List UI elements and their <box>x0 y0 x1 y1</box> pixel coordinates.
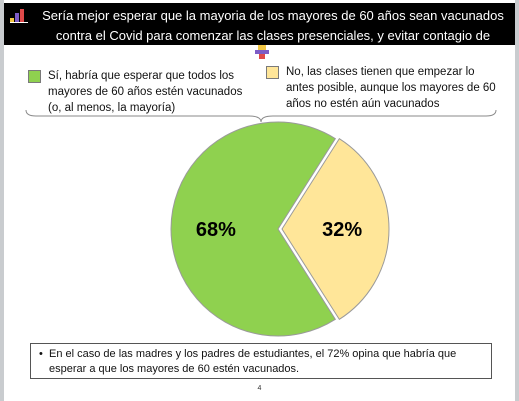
legend-brace <box>25 109 497 123</box>
pie-label-yes: 68% <box>196 219 236 241</box>
legend-label-yes: Sí, habría que esperar que todos los may… <box>48 70 243 114</box>
connector-icon <box>255 45 269 59</box>
title-banner: Sería mejor esperar que la mayoria de lo… <box>4 3 515 63</box>
pie-slice-yes <box>170 121 337 337</box>
legend-label-no: No, las clases tienen que empezar lo ant… <box>286 66 496 110</box>
legend-item-yes: Sí, habría que esperar que todos los may… <box>28 68 252 116</box>
left-frame-bar <box>0 0 4 401</box>
legend-swatch-yellow <box>266 66 279 79</box>
right-frame-bar <box>515 0 519 401</box>
slide: Sería mejor esperar que la mayoria de lo… <box>4 0 515 401</box>
footnote-text: En el caso de las madres y los padres de… <box>49 348 457 375</box>
bar-chart-icon <box>10 9 28 23</box>
pie-label-no: 32% <box>322 219 362 241</box>
page-number: 4 <box>257 385 262 392</box>
footnote-box: • En el caso de las madres y los padres … <box>30 343 492 379</box>
pie-slice-no <box>281 137 390 321</box>
legend-swatch-green <box>28 70 41 83</box>
page-title: Sería mejor esperar que la mayoria de lo… <box>42 8 504 63</box>
legend-item-no: No, las clases tienen que empezar lo ant… <box>266 64 496 112</box>
footnote-bullet: • <box>39 348 43 360</box>
pie-chart: 68% 32% <box>170 121 390 337</box>
